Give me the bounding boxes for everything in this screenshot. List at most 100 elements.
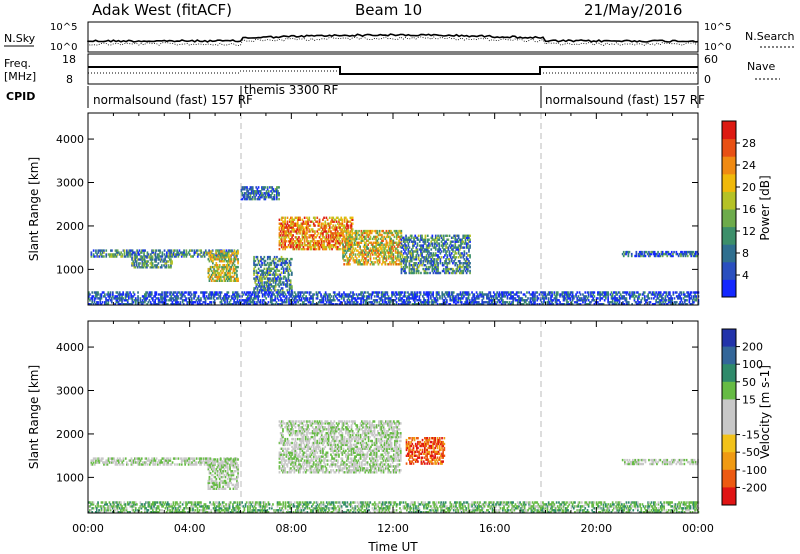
echo-cell (276, 273, 278, 276)
echo-cell (438, 236, 441, 239)
echo-cell (339, 236, 341, 239)
echo-cell (132, 295, 135, 298)
echo-cell (191, 249, 193, 252)
echo-cell (436, 303, 439, 306)
echo-cell (411, 291, 414, 294)
echo-cell (249, 303, 251, 306)
echo-cell (599, 297, 601, 300)
echo-cell (247, 194, 250, 197)
echo-cell (325, 301, 328, 304)
echo-cell (111, 255, 113, 258)
echo-cell (310, 220, 313, 223)
echo-cell (286, 269, 289, 272)
echo-cell (349, 245, 351, 248)
echo-cell (360, 249, 363, 252)
echo-cell (330, 244, 332, 247)
echo-cell (622, 301, 624, 304)
echo-cell (280, 218, 283, 221)
echo-cell (290, 216, 292, 219)
echo-cell (441, 238, 444, 241)
echo-cell (150, 264, 153, 267)
echo-cell (288, 279, 291, 282)
echo-cell (445, 234, 447, 237)
echo-cell (450, 244, 453, 247)
echo-cell (452, 267, 454, 271)
echo-cell (465, 293, 468, 296)
echo-cell (273, 293, 275, 296)
echo-cell (639, 301, 641, 304)
echo-cell (151, 258, 154, 261)
echo-cell (370, 261, 373, 264)
echo-cell (337, 230, 339, 233)
echo-cell (306, 240, 308, 243)
echo-cell (268, 271, 270, 274)
echo-cell (370, 241, 373, 244)
echo-cell (360, 237, 363, 241)
echo-cell (428, 254, 430, 257)
echo-cell (266, 285, 269, 288)
echo-cell (609, 301, 612, 304)
echo-cell (223, 249, 225, 252)
echo-cell (273, 287, 276, 290)
echo-cell (256, 197, 259, 201)
echo-cell (577, 303, 580, 306)
echo-cell (311, 238, 314, 241)
echo-cell (252, 303, 255, 306)
echo-cell (211, 249, 214, 252)
echo-cell (452, 291, 455, 294)
echo-cell (328, 226, 331, 229)
echo-cell (153, 303, 155, 306)
echo-cell (263, 259, 266, 263)
echo-cell (373, 291, 376, 294)
echo-cell (317, 291, 320, 294)
echo-cell (358, 263, 360, 266)
echo-cell (292, 230, 294, 233)
echo-cell (296, 216, 299, 219)
echo-cell (362, 239, 365, 242)
echo-cell (203, 297, 206, 300)
echo-cell (367, 295, 369, 298)
echo-cell (282, 295, 285, 298)
echo-cell (237, 265, 239, 269)
echo-cell (149, 293, 152, 296)
echo-cell (345, 216, 347, 219)
echo-cell (642, 293, 645, 296)
echo-cell (261, 188, 263, 191)
echo-cell (402, 265, 405, 269)
echo-cell (410, 260, 413, 263)
echo-cell (367, 291, 369, 294)
echo-cell (311, 230, 314, 233)
echo-cell (349, 220, 352, 223)
echo-cell (590, 295, 592, 298)
echo-cell (279, 273, 282, 276)
echo-cell (508, 303, 511, 306)
echo-cell (274, 188, 277, 191)
echo-cell (414, 234, 417, 237)
echo-cell (320, 293, 322, 296)
echo-cell (491, 301, 494, 304)
echo-cell (327, 228, 330, 231)
echo-cell (383, 247, 385, 250)
echo-cell (243, 194, 246, 197)
echo-cell (589, 303, 591, 306)
echo-cell (331, 236, 333, 239)
echo-cell (380, 293, 383, 296)
echo-cell (203, 291, 206, 294)
echo-cell (98, 297, 100, 300)
echo-cell (662, 297, 664, 300)
echo-cell (441, 295, 444, 298)
echo-cell (304, 297, 306, 300)
echo-cell (91, 299, 94, 302)
echo-cell (355, 257, 358, 260)
echo-cell (121, 299, 123, 302)
echo-cell (437, 271, 439, 275)
echo-cell (196, 303, 199, 306)
echo-cell (286, 267, 289, 270)
echo-cell (421, 244, 423, 247)
echo-cell (306, 236, 308, 239)
echo-cell (126, 251, 128, 254)
echo-cell (213, 269, 215, 273)
echo-cell (169, 253, 172, 256)
echo-cell (656, 293, 659, 296)
echo-cell (293, 218, 296, 221)
